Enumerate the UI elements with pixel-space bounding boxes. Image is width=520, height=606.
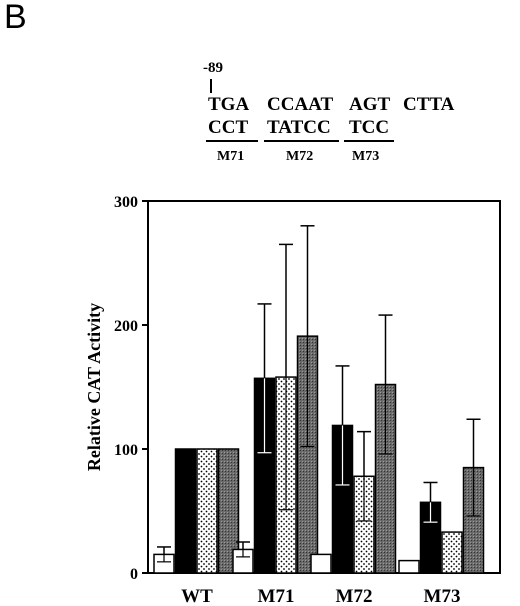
category-label-m72: M72 [336,586,373,606]
category-label-m71: M71 [258,586,295,606]
mutant-codon-3: TCC [349,117,390,138]
y-tick-label: 100 [114,442,138,459]
mutant-rule-3 [344,140,394,142]
wt-codon-2: CCAAT [267,94,334,115]
mutant-label-m71: M71 [217,149,245,164]
wt-codon-1: TGA [208,94,250,115]
bar-m73-series-3 [441,531,463,574]
panel-letter: B [4,0,27,36]
bar-wt-series-2 [174,448,197,574]
category-label-wt: WT [181,586,213,606]
bar-wt-series-3 [196,448,218,574]
mutant-rule-1 [206,140,258,142]
mutant-label-m72: M72 [286,149,314,164]
bar-m72-series-1 [310,553,332,574]
category-label-m73: M73 [424,586,461,606]
mutant-rule-2 [264,140,339,142]
wt-codon-4: CTTA [403,94,455,115]
sequence-position-label: -89 [203,60,223,76]
y-axis-label: Relative CAT Activity [84,303,104,471]
mutant-codon-1: CCT [208,117,249,138]
y-tick-label: 200 [114,318,138,335]
y-tick-label: 0 [130,566,138,583]
bar-wt-series-4 [217,448,240,574]
position-tick [210,79,212,93]
mutant-label-m73: M73 [352,149,380,164]
bar-m73-series-1 [398,559,420,574]
y-tick-label: 300 [114,194,138,211]
wt-codon-3: AGT [349,94,391,115]
mutant-codon-2: TATCC [267,117,331,138]
